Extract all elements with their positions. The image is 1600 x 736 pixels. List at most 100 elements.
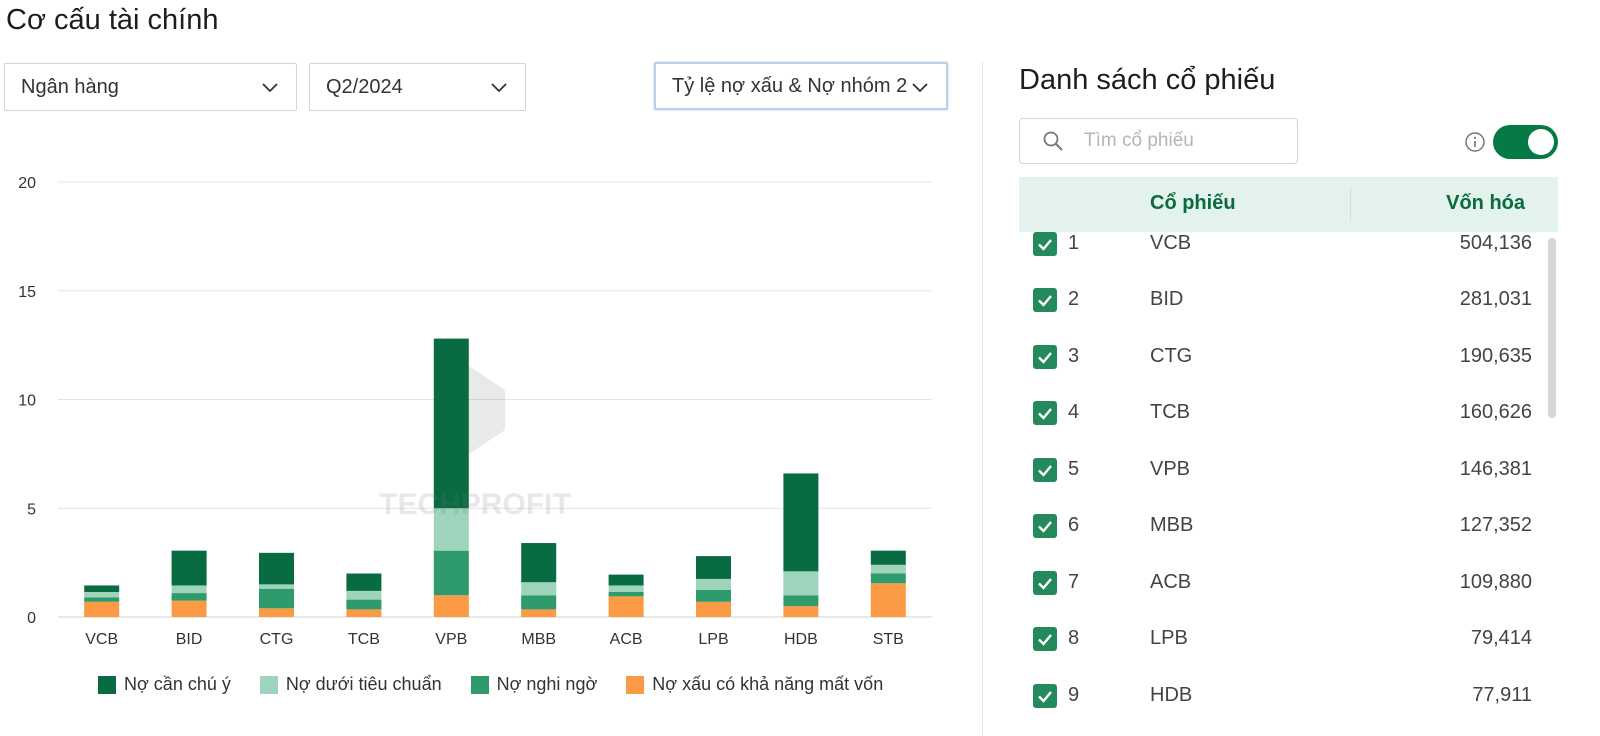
check-icon xyxy=(1038,295,1052,307)
row-ticker: ACB xyxy=(1150,571,1192,593)
bar-segment xyxy=(608,596,644,617)
stock-table-body: 1 VCB 504,136 2 BID 281,031 3 CTG 190,635 4 TCB 160… xyxy=(1019,232,1544,736)
row-rank: 5 xyxy=(1068,458,1080,480)
industry-dropdown[interactable]: Ngân hàng xyxy=(4,63,297,111)
watermark-text: TECHPROFIT xyxy=(379,488,571,521)
legend-swatch xyxy=(259,675,278,694)
row-rank: 3 xyxy=(1068,345,1080,367)
row-market-cap: 190,635 xyxy=(1459,345,1532,367)
quarter-dropdown[interactable]: Q2/2024 xyxy=(309,63,526,111)
column-header-stock[interactable]: Cổ phiếu xyxy=(1150,192,1236,214)
row-rank: 2 xyxy=(1068,288,1080,310)
column-header-market-cap[interactable]: Vốn hóa xyxy=(1446,192,1525,214)
bar-segment xyxy=(433,595,469,617)
table-row[interactable]: 1 VCB 504,136 xyxy=(1019,232,1544,288)
check-icon xyxy=(1038,634,1052,646)
row-ticker: HDB xyxy=(1150,684,1193,706)
bar-segment xyxy=(870,550,906,565)
bar-segment xyxy=(84,601,120,617)
bar-segment xyxy=(433,508,469,551)
row-checkbox[interactable] xyxy=(1033,401,1057,425)
row-market-cap: 79,414 xyxy=(1470,627,1532,649)
bar-segment xyxy=(783,606,819,617)
legend-item[interactable]: Nợ cần chú ý xyxy=(98,674,231,695)
bar-segment xyxy=(259,588,294,609)
row-checkbox[interactable] xyxy=(1033,571,1057,595)
bar-segment xyxy=(171,593,207,601)
row-rank: 4 xyxy=(1068,401,1080,423)
quarter-dropdown-value: Q2/2024 xyxy=(326,75,403,98)
row-checkbox[interactable] xyxy=(1033,288,1057,312)
bar-segment xyxy=(84,591,120,598)
row-checkbox[interactable] xyxy=(1033,514,1057,538)
check-icon xyxy=(1038,578,1052,590)
x-tick-label: LPB xyxy=(698,631,728,648)
x-tick-label: CTG xyxy=(260,631,294,648)
bar-segment xyxy=(346,609,382,617)
table-row[interactable]: 9 HDB 77,911 xyxy=(1019,684,1544,736)
x-tick-label: MBB xyxy=(521,631,556,648)
legend-label: Nợ cần chú ý xyxy=(124,674,231,694)
row-checkbox[interactable] xyxy=(1033,684,1057,708)
legend-item[interactable]: Nợ nghi ngờ xyxy=(470,674,598,695)
bar-segment xyxy=(870,583,906,617)
filter-toggle[interactable] xyxy=(1493,125,1558,159)
bar-segment xyxy=(696,556,731,579)
table-row[interactable]: 2 BID 281,031 xyxy=(1019,288,1544,344)
table-header: Cổ phiếu Vốn hóa xyxy=(1019,177,1558,232)
row-checkbox[interactable] xyxy=(1033,627,1057,651)
bar-segment xyxy=(259,584,294,589)
y-tick-label: 20 xyxy=(18,175,36,192)
bar-segment xyxy=(171,585,207,594)
row-market-cap: 281,031 xyxy=(1459,288,1532,310)
x-tick-label: VCB xyxy=(85,631,118,648)
stock-search-input[interactable] xyxy=(1084,130,1284,152)
bar-segment xyxy=(346,599,382,610)
legend-item[interactable]: Nợ dưới tiêu chuẩn xyxy=(259,674,442,695)
search-icon xyxy=(1043,131,1063,151)
bar-segment xyxy=(259,552,294,585)
table-row[interactable]: 8 LPB 79,414 xyxy=(1019,627,1544,683)
table-row[interactable]: 7 ACB 109,880 xyxy=(1019,571,1544,627)
row-checkbox[interactable] xyxy=(1033,458,1057,482)
y-tick-label: 10 xyxy=(18,393,36,410)
table-row[interactable]: 4 TCB 160,626 xyxy=(1019,401,1544,457)
legend-item[interactable]: Nợ xấu có khả năng mất vốn xyxy=(626,674,883,695)
table-row[interactable]: 5 VPB 146,381 xyxy=(1019,458,1544,514)
metric-dropdown[interactable]: Tỷ lệ nợ xấu & Nợ nhóm 2 xyxy=(654,62,948,110)
row-checkbox[interactable] xyxy=(1033,345,1057,369)
row-market-cap: 160,626 xyxy=(1459,401,1532,423)
table-row[interactable]: 3 CTG 190,635 xyxy=(1019,345,1544,401)
check-icon xyxy=(1038,521,1052,533)
row-market-cap: 77,911 xyxy=(1472,684,1532,706)
row-market-cap: 146,381 xyxy=(1459,458,1532,480)
industry-dropdown-value: Ngân hàng xyxy=(21,75,119,98)
bar-segment xyxy=(84,597,120,602)
x-tick-label: ACB xyxy=(610,631,643,648)
bar-segment xyxy=(870,573,906,584)
table-scrollbar[interactable] xyxy=(1548,238,1556,418)
bar-segment xyxy=(433,338,469,509)
row-market-cap: 504,136 xyxy=(1459,232,1532,254)
row-ticker: TCB xyxy=(1150,401,1190,423)
legend-label: Nợ nghi ngờ xyxy=(496,674,598,694)
table-row[interactable]: 6 MBB 127,352 xyxy=(1019,514,1544,570)
x-tick-label: VPB xyxy=(435,631,467,648)
bar-segment xyxy=(521,595,557,610)
bar-segment xyxy=(696,578,731,590)
info-icon[interactable] xyxy=(1464,131,1486,153)
legend-swatch xyxy=(98,675,116,694)
bar-segment xyxy=(608,591,644,597)
stock-search-box[interactable] xyxy=(1019,118,1298,164)
bar-segment xyxy=(783,473,819,572)
row-ticker: VCB xyxy=(1150,232,1192,254)
x-tick-label: HDB xyxy=(784,631,818,648)
chart-legend: Nợ cần chú ý Nợ dưới tiêu chuẩn Nợ nghi ng… xyxy=(98,674,912,695)
row-checkbox[interactable] xyxy=(1033,232,1057,256)
check-icon xyxy=(1038,352,1052,364)
row-market-cap: 127,352 xyxy=(1459,514,1532,536)
panel-title: Danh sách cổ phiếu xyxy=(1019,64,1276,96)
row-market-cap: 109,880 xyxy=(1459,571,1532,593)
metric-dropdown-value: Tỷ lệ nợ xấu & Nợ nhóm 2 xyxy=(672,74,908,97)
chevron-down-icon xyxy=(262,83,278,93)
